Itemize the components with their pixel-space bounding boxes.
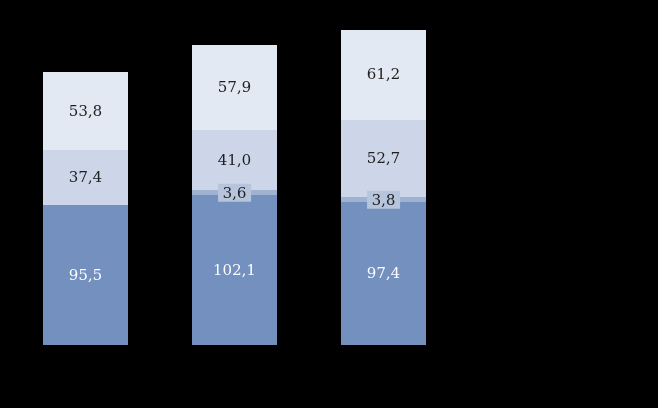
value-label: 37,4 <box>68 168 103 187</box>
value-label: 53,8 <box>68 101 103 120</box>
bar-segment-thin-segment: 3,6 <box>192 183 277 203</box>
value-label: 52,7 <box>366 148 401 167</box>
bar-segment-bottom-segment: 95,5 <box>43 205 128 345</box>
bar-column: 97,4 3,8 52,7 61,2 <box>341 29 426 345</box>
value-label: 61,2 <box>366 65 401 84</box>
bar-segment-bottom-segment: 97,4 <box>341 202 426 345</box>
bar-segment-middle-segment: 52,7 <box>341 119 426 197</box>
bar-segment-top-segment: 61,2 <box>341 29 426 120</box>
value-label: 102,1 <box>213 260 256 279</box>
value-label: 57,9 <box>217 78 252 97</box>
value-label: 3,6 <box>217 183 252 203</box>
value-label: 95,5 <box>68 265 103 284</box>
bar-segment-middle-segment: 41,0 <box>192 130 277 191</box>
bar-segment-thin-segment: 3,8 <box>341 190 426 209</box>
bar-segment-top-segment: 57,9 <box>192 45 277 131</box>
bar-segment-top-segment: 53,8 <box>43 71 128 151</box>
bar-segment-middle-segment: 37,4 <box>43 150 128 206</box>
value-label: 41,0 <box>217 150 252 169</box>
bar-column: 95,5 37,4 53,8 <box>43 71 128 345</box>
value-label: 97,4 <box>366 264 401 283</box>
bar-segment-bottom-segment: 102,1 <box>192 195 277 345</box>
value-label: 3,8 <box>366 190 401 209</box>
bar-column: 102,1 3,6 41,0 57,9 <box>192 45 277 345</box>
